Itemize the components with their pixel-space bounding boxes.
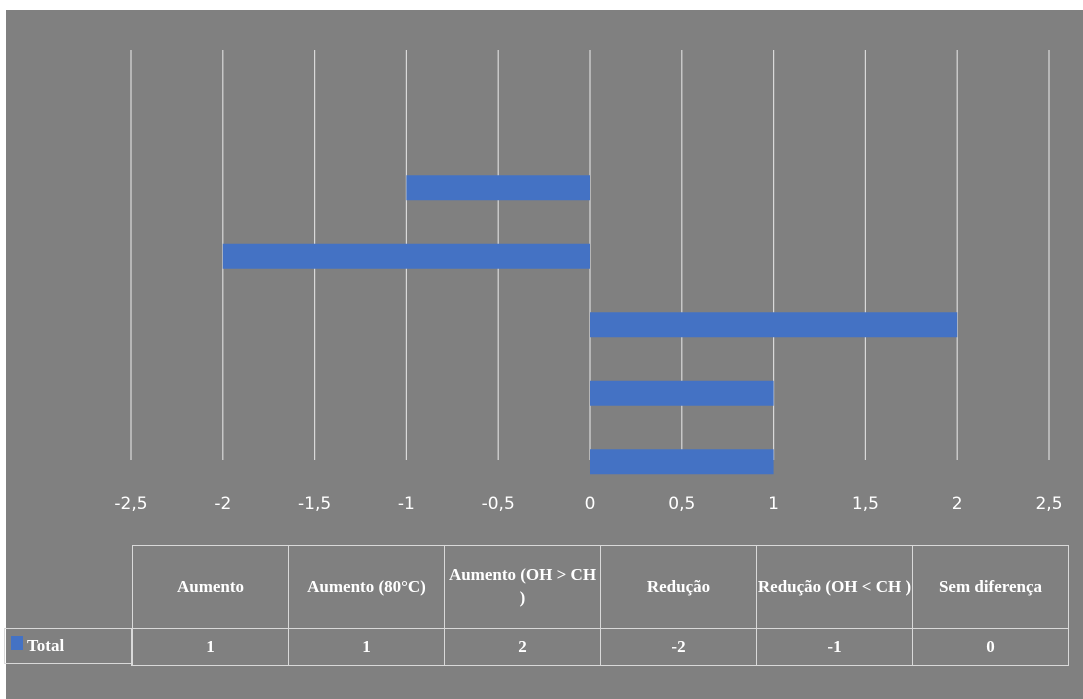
series-label-cell: Total bbox=[4, 628, 133, 666]
legend-key-icon bbox=[11, 636, 23, 650]
x-tick-label: -2,5 bbox=[114, 494, 147, 514]
table-header-row: Aumento Aumento (80°C) Aumento (OH > CH … bbox=[131, 545, 1069, 629]
table-header-cell: Aumento bbox=[132, 545, 289, 629]
table-header-cell: Redução (OH < CH ) bbox=[756, 545, 913, 629]
x-tick-label: -0,5 bbox=[482, 494, 515, 514]
table-cell: 2 bbox=[444, 628, 601, 666]
table-header-cell: Aumento (OH > CH ) bbox=[444, 545, 601, 629]
bar bbox=[406, 175, 590, 201]
table-cell: -1 bbox=[756, 628, 913, 666]
x-tick-label: 1 bbox=[768, 494, 779, 514]
x-tick-label: 2 bbox=[952, 494, 963, 514]
x-tick-label: 0 bbox=[585, 494, 596, 514]
table-row: Total 1 1 2 -2 -1 0 bbox=[4, 628, 1069, 666]
x-tick-label: -2 bbox=[214, 494, 231, 514]
x-tick-label: -1,5 bbox=[298, 494, 331, 514]
x-tick-label: 2,5 bbox=[1035, 494, 1062, 514]
bar bbox=[590, 380, 774, 406]
bar-chart: -2,5 -2 -1,5 -1 -0,5 0 0,5 1 1,5 2 2,5 bbox=[114, 50, 1063, 514]
series-row-head: Total bbox=[4, 628, 132, 664]
data-table: Aumento Aumento (80°C) Aumento (OH > CH … bbox=[4, 545, 1069, 666]
table-header-cell: Redução bbox=[600, 545, 757, 629]
table-cell: -2 bbox=[600, 628, 757, 666]
series-label: Total bbox=[27, 636, 65, 655]
bar bbox=[590, 449, 774, 475]
table-header-cell: Sem diferença bbox=[912, 545, 1069, 629]
bar bbox=[590, 312, 958, 338]
x-tick-label: 0,5 bbox=[668, 494, 695, 514]
x-tick-label: -1 bbox=[398, 494, 415, 514]
chart-area: -2,5 -2 -1,5 -1 -0,5 0 0,5 1 1,5 2 2,5 Aumento Aum… bbox=[4, 10, 1083, 699]
x-tick-label: 1,5 bbox=[852, 494, 879, 514]
table-cell: 1 bbox=[132, 628, 289, 666]
table-header-cell: Aumento (80°C) bbox=[288, 545, 445, 629]
table-cell: 0 bbox=[912, 628, 1069, 666]
bar bbox=[222, 243, 591, 269]
table-cell: 1 bbox=[288, 628, 445, 666]
